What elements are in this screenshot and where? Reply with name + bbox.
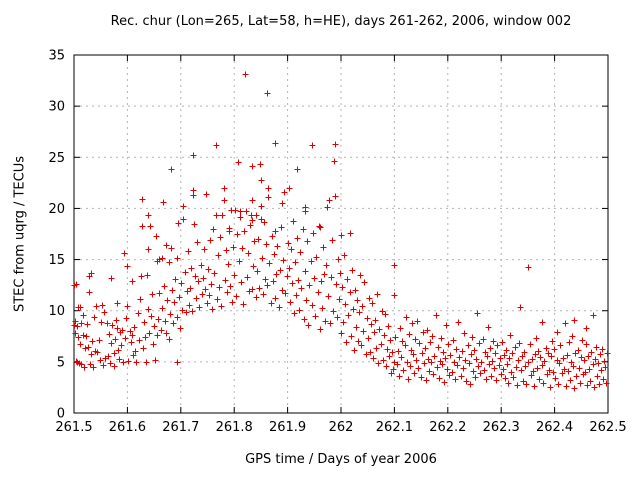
x-tick-label: 261.9: [269, 420, 306, 435]
x-tick-label: 262.1: [376, 420, 413, 435]
x-tick-label: 262.3: [483, 420, 520, 435]
y-tick-label: 15: [48, 253, 65, 268]
y-tick-label: 20: [48, 202, 65, 217]
x-tick-label: 262: [329, 420, 354, 435]
x-tick-label: 261.6: [109, 420, 146, 435]
x-tick-label: 262.4: [536, 420, 573, 435]
x-tick-label: 261.8: [216, 420, 253, 435]
y-axis-label: STEC from uqrg / TECUs: [12, 155, 28, 313]
x-axis-label: GPS time / Days of year 2006: [245, 452, 437, 467]
data-points: [71, 71, 611, 392]
y-tick-label: 35: [48, 49, 65, 64]
x-tick-label: 262.5: [589, 420, 626, 435]
y-tick-label: 10: [48, 304, 65, 319]
y-tick-label: 30: [48, 100, 65, 115]
x-tick-label: 261.7: [162, 420, 199, 435]
y-tick-label: 25: [48, 151, 65, 166]
chart-title: Rec. chur (Lon=265, Lat=58, h=HE), days …: [110, 14, 572, 29]
y-tick-label: 0: [57, 407, 65, 422]
y-tick-label: 5: [57, 355, 65, 370]
x-tick-label: 262.2: [429, 420, 466, 435]
x-tick-label: 261.5: [55, 420, 92, 435]
